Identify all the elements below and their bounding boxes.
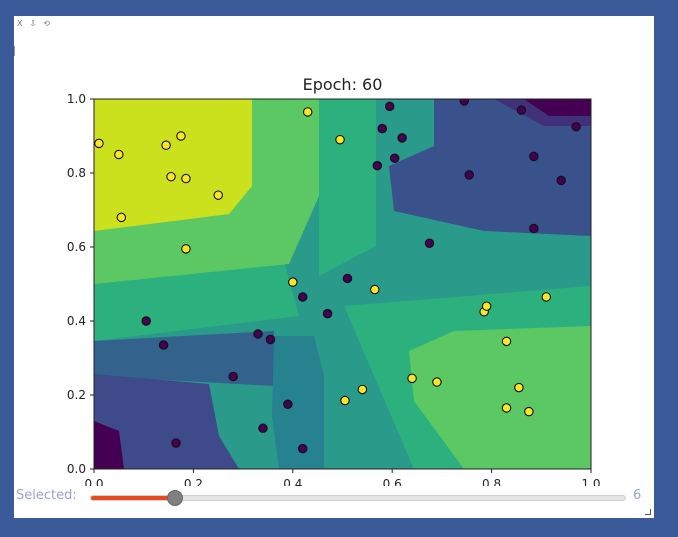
data-point-series-1-7 [571,122,581,132]
data-point-series-1-12 [424,238,435,249]
plot-frame [93,98,592,470]
data-point-series-1-14 [297,292,308,302]
data-point-series-1-10 [556,175,566,186]
chart-title: Epoch: 60 [303,75,383,94]
data-point-series-0-4 [166,171,176,182]
data-point-series-1-22 [258,423,268,434]
slider-handle[interactable] [167,490,184,506]
data-point-series-1-13 [342,273,353,284]
data-point-series-1-19 [158,340,169,350]
x-tick-label-2: 0.4 [283,477,302,486]
data-point-series-0-23 [524,406,534,417]
slider-label: Selected: [16,488,77,503]
data-point-series-0-22 [514,382,524,393]
data-point-series-0-12 [370,284,380,295]
data-point-series-0-10 [335,134,345,145]
data-point-series-1-23 [297,443,308,454]
data-point-series-0-2 [116,212,127,223]
selection-slider-row: Selected: 6 [14,486,654,506]
data-point-series-0-11 [288,277,298,287]
panel-edge-mark [14,46,15,56]
data-point-series-0-21 [501,403,512,413]
data-point-series-1-1 [377,123,388,134]
data-point-series-1-4 [389,153,400,163]
data-point-series-1-16 [141,316,151,326]
slider-fill [91,496,176,500]
chart: Epoch: 60 0.0 0.2 0.4 0.6 0.8 1.0 0.0 0.2 0.4 0.6… [67,75,601,486]
y-tick-label-0: 0.0 [67,462,86,476]
data-point-series-0-8 [213,190,224,200]
data-point-series-1-9 [464,170,474,180]
data-point-series-0-5 [176,131,186,141]
data-point-series-1-11 [529,223,539,234]
data-point-series-1-8 [529,151,539,162]
data-point-series-0-6 [181,173,191,184]
data-point-series-1-5 [459,99,470,106]
reset-icon[interactable]: ⟲ [43,19,50,28]
x-tick-label-5: 1.0 [581,477,600,486]
points-layer [94,99,581,454]
data-point-series-0-14 [357,384,368,395]
region-bottom-right-green [409,326,591,469]
axes-layer: 0.0 0.2 0.4 0.6 0.8 1.0 0.0 0.2 0.4 0.6 0.8 1.0 [67,92,601,486]
slider-value: 6 [633,488,642,503]
y-tick-label-4: 0.8 [67,166,86,180]
data-point-series-0-0 [94,138,104,149]
download-icon[interactable]: ⇩ [29,19,37,28]
data-point-series-0-18 [481,301,492,311]
y-tick-label-3: 0.6 [67,240,86,254]
data-point-series-0-3 [161,140,171,151]
data-point-series-1-15 [322,308,333,319]
region-bottom-left-dark [94,374,239,469]
x-tick-label-0: 0.0 [84,477,103,486]
data-point-series-0-20 [541,292,552,302]
toolbar: X ⇩ ⟲ [17,19,50,28]
data-point-series-1-18 [265,334,276,345]
region-mid-light-green [319,99,376,276]
data-point-series-0-16 [432,377,442,387]
decision-regions [94,99,591,469]
close-icon[interactable]: X [17,19,23,28]
output-panel: X ⇩ ⟲ Epoch: 60 0.0 0.2 0.4 0.6 0.8 1.0 0.0 [14,16,654,518]
slider-track[interactable] [90,490,626,506]
resize-handle[interactable] [645,509,651,515]
region-bottom-mid-teal [272,336,324,469]
region-bottom-left-blue [94,331,274,386]
region-top-right-darkest [524,99,591,116]
data-point-series-0-19 [501,336,512,347]
data-point-series-1-0 [384,101,395,112]
x-tick-label-4: 0.8 [482,477,501,486]
data-point-series-0-7 [181,244,191,254]
data-point-series-1-2 [397,133,407,143]
data-point-series-1-24 [171,438,181,448]
data-point-series-1-17 [253,329,263,339]
x-tick-label-3: 0.6 [383,477,402,486]
data-point-series-1-6 [516,105,527,115]
region-top-right-dark [389,99,591,236]
y-tick-label-2: 0.4 [67,314,86,328]
data-point-series-1-3 [372,160,383,171]
region-bottom-left-darkest [94,421,124,469]
data-point-series-1-20 [228,371,238,382]
data-point-series-1-21 [283,399,293,409]
y-tick-label-1: 0.2 [67,388,86,402]
data-point-series-0-9 [302,107,313,117]
data-point-series-0-1 [114,149,124,160]
data-point-series-0-15 [407,373,417,384]
x-tick-label-1: 0.2 [184,477,203,486]
region-top-left-yellow [94,99,252,231]
y-tick-label-5: 1.0 [67,92,86,106]
data-point-series-0-13 [340,395,350,406]
